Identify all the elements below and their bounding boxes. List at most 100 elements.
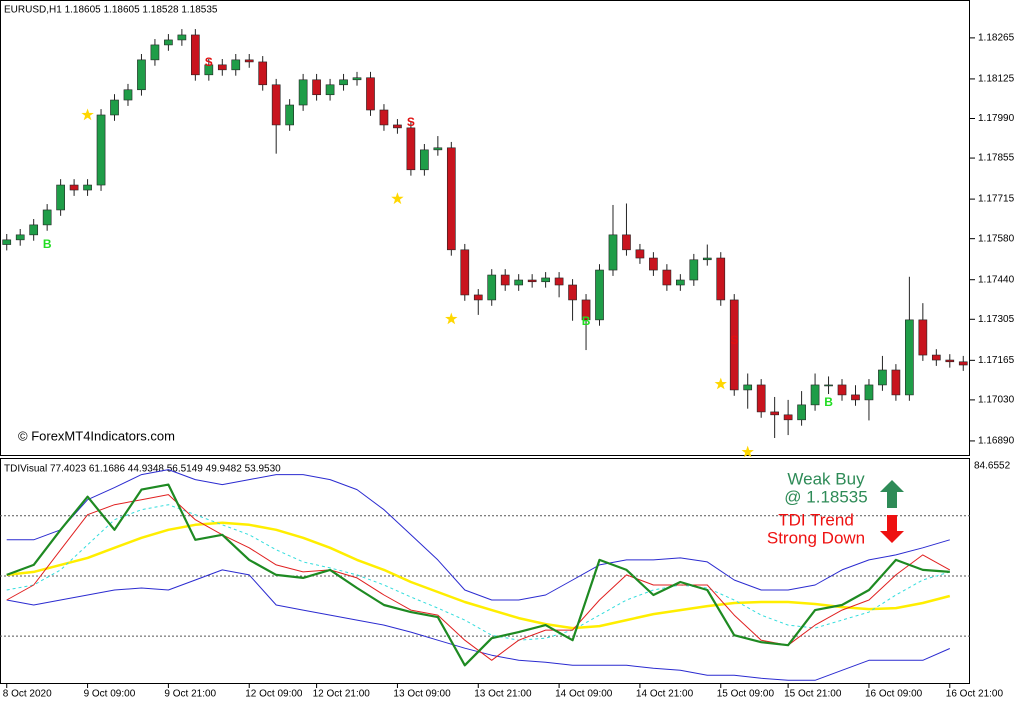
candle-body: [420, 149, 429, 171]
y-tick-label: 1.17990: [978, 113, 1015, 124]
candle-body: [756, 384, 766, 413]
candle-body: [554, 277, 564, 286]
candle-body: [83, 184, 92, 191]
candle-body: [150, 44, 160, 61]
candle-body: [244, 59, 254, 63]
indicator-line: [6, 521, 951, 630]
candle-body: [851, 394, 860, 401]
candle-body: [878, 369, 887, 386]
y-tick-label: 1.17440: [978, 274, 1015, 285]
indicator-panel-title: TDIVisual 77.4023 61.1686 44.9348 56.514…: [4, 464, 281, 475]
candle-body: [164, 39, 173, 46]
annotation-text: Weak Buy: [787, 469, 865, 488]
candle-body: [797, 404, 806, 421]
candle-body: [837, 384, 847, 396]
candle-body: [29, 224, 39, 236]
signal-label: B: [43, 237, 52, 251]
y-tick-label: 1.17030: [978, 395, 1015, 406]
candle-body: [864, 384, 874, 401]
y-tick-label: 1.18265: [978, 33, 1015, 44]
candle-body: [298, 79, 308, 106]
indicator-panel-frame: [0, 458, 970, 684]
candle-body: [433, 147, 443, 151]
x-tick-label: 12 Oct 21:00: [313, 689, 371, 700]
indicator-line: [6, 469, 950, 601]
candle-body: [958, 361, 968, 366]
y-tick-label: 1.17580: [978, 233, 1015, 244]
candle-body: [177, 34, 187, 41]
candle-body: [662, 269, 672, 286]
candle-body: [824, 384, 833, 387]
candle-body: [393, 124, 402, 129]
indicator-line: [6, 483, 950, 667]
candle-body: [137, 59, 146, 91]
candle-body: [69, 184, 79, 191]
watermark: © ForexMT4Indicators.com: [18, 428, 175, 443]
candle-body: [446, 147, 456, 251]
candle-body: [204, 64, 214, 76]
price-panel-frame: [0, 0, 970, 456]
star-marker: [445, 312, 458, 325]
candle-body: [312, 79, 321, 96]
star-marker: [81, 108, 94, 121]
candle-body: [689, 259, 699, 281]
candle-body: [770, 411, 779, 416]
candle-body: [918, 319, 928, 356]
candle-body: [42, 209, 52, 226]
signal-label: S: [205, 55, 213, 69]
candle-body: [783, 414, 793, 421]
candle-body: [931, 354, 941, 361]
candle-body: [56, 184, 65, 211]
candle-body: [608, 234, 618, 271]
candle-body: [729, 299, 739, 391]
signal-label: B: [582, 314, 591, 328]
x-tick-label: 16 Oct 09:00: [865, 689, 923, 700]
y-tick-label: 84.6552: [974, 461, 1011, 472]
y-tick-label: 1.17715: [978, 194, 1015, 205]
candle-body: [945, 359, 955, 363]
star-marker: [714, 377, 727, 390]
candle-body: [285, 104, 294, 126]
candle-body: [15, 234, 25, 241]
x-tick-label: 9 Oct 21:00: [164, 689, 216, 700]
candle-body: [96, 114, 106, 186]
candle-body: [325, 84, 335, 96]
candle-body: [110, 99, 119, 116]
annotation-text: Strong Down: [767, 528, 865, 547]
candle-body: [595, 269, 604, 321]
candle-body: [217, 64, 227, 71]
candle-body: [622, 234, 631, 251]
x-tick-label: 14 Oct 21:00: [636, 689, 694, 700]
y-tick-label: 1.17305: [978, 314, 1015, 325]
star-marker: [391, 192, 404, 205]
signal-label: B: [824, 395, 833, 409]
candle-body: [649, 257, 658, 271]
candle-body: [271, 84, 281, 126]
candle-body: [460, 249, 470, 296]
candle-body: [487, 274, 497, 301]
candle-body: [258, 61, 268, 86]
x-tick-label: 16 Oct 21:00: [946, 689, 1004, 700]
x-tick-label: 14 Oct 09:00: [555, 689, 613, 700]
candle-body: [676, 279, 685, 286]
x-tick-label: 12 Oct 09:00: [245, 689, 303, 700]
candle-body: [702, 257, 712, 261]
candle-body: [2, 239, 12, 245]
candle-body: [568, 284, 577, 301]
annotation-arrow: [880, 480, 904, 508]
candle-body: [406, 127, 416, 171]
candle-body: [231, 59, 241, 71]
candle-body: [581, 299, 591, 321]
candle-body: [810, 384, 820, 406]
x-tick-label: 9 Oct 09:00: [84, 689, 136, 700]
candle-body: [191, 34, 200, 76]
y-tick-label: 1.18125: [978, 74, 1015, 85]
signal-label: S: [730, 333, 738, 347]
star-marker: [741, 445, 754, 458]
x-tick-label: 13 Oct 09:00: [393, 689, 451, 700]
price-panel-title: EURUSD,H1 1.18605 1.18605 1.18528 1.1853…: [4, 5, 218, 16]
candle-body: [527, 279, 537, 283]
candle-body: [541, 277, 550, 283]
